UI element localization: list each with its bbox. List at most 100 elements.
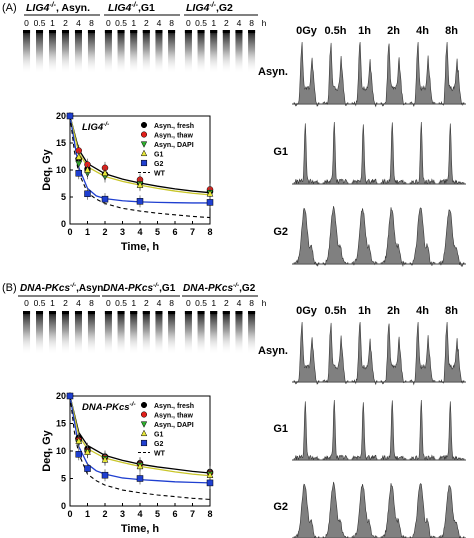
legend-label: WT [154, 171, 166, 178]
gel-time-label: 8 [89, 18, 94, 28]
y-axis-label: Deq, Gy [41, 429, 53, 471]
data-point-g1 [84, 165, 91, 173]
x-tick-label: 8 [207, 509, 212, 519]
gel-lane [36, 30, 44, 74]
data-point-g2 [75, 169, 82, 177]
gel-lane [248, 311, 256, 355]
gel-time-label: 8 [89, 298, 94, 308]
gel-time-label: 8 [169, 18, 174, 28]
y-axis-label: Deq, Gy [41, 148, 53, 190]
flow-row-label: G2 [273, 226, 288, 238]
gel-time-unit: h [262, 18, 267, 28]
data-point-dapi [140, 141, 148, 148]
x-tick-label: 1 [85, 509, 90, 519]
gel-time-label: 8 [249, 298, 254, 308]
gel-lane [168, 30, 176, 74]
series-line-wt [69, 115, 211, 219]
legend-label: Asyn., fresh [154, 123, 194, 130]
y-tick-label: 5 [61, 192, 66, 202]
gel-well [117, 30, 125, 33]
gel-lane [23, 30, 31, 74]
gel-well [222, 30, 230, 33]
gel-time-labels-b: 0 0.5 1 2 4 8 0 0.5 1 2 4 8 0 0.5 1 2 4 8 h [24, 298, 266, 308]
data-point-g1 [136, 181, 144, 188]
flow-histogram [351, 41, 378, 108]
legend-label: WT [154, 451, 166, 458]
flow-histogram [322, 121, 349, 185]
x-tick-label: 5 [155, 509, 160, 519]
svg-text:LIG4-/-,G2: LIG4-/-,G2 [186, 2, 233, 14]
gel-well [184, 30, 192, 33]
data-point-g2 [136, 475, 144, 482]
y-tick-label: 5 [61, 474, 66, 484]
gel-lane [222, 30, 230, 74]
flow-histogram [293, 123, 320, 185]
gel-well [155, 311, 163, 314]
gel-well [104, 30, 112, 33]
flow-histogram [438, 401, 465, 461]
x-tick-label: 7 [190, 227, 195, 237]
data-point-g1 [136, 462, 144, 470]
gel-lane [117, 30, 125, 74]
fit-line-g2 [69, 115, 210, 204]
gel-time-label: 0 [24, 298, 29, 308]
gel-lane [87, 30, 95, 74]
gel-well [235, 311, 243, 314]
gel-well [222, 311, 230, 314]
data-point-g1 [84, 448, 91, 455]
legend-label: G1 [154, 432, 163, 439]
gel-well [49, 311, 57, 314]
data-point-g1 [101, 169, 109, 176]
panel-b: (B) DNA-PKcs-/-,Asyn. DNA-PKcs-/-,G1 DNA… [2, 282, 466, 538]
gel-well [23, 311, 31, 314]
flow-time-label: 0Gy [296, 25, 318, 37]
gel-time-label: 8 [169, 298, 174, 308]
gel-well [74, 30, 82, 33]
y-tick-label: 20 [56, 391, 66, 401]
gel-time-label: 4 [157, 18, 162, 28]
gel-time-label: 0 [24, 18, 29, 28]
data-point-g2 [136, 198, 144, 205]
gel-lane [197, 311, 205, 355]
gel-lane [36, 311, 44, 355]
flow-histogram [380, 43, 407, 107]
x-tick-label: 8 [207, 227, 212, 237]
gel-lane [49, 30, 57, 74]
gel-lane [155, 30, 163, 74]
legend-label: G2 [154, 441, 163, 448]
gel-well [61, 30, 69, 33]
gel-time-label: 0.5 [34, 18, 46, 28]
gel-lane [155, 311, 163, 355]
legend-label: Asyn., DAPI [154, 422, 194, 429]
legend-label: Asyn., fresh [154, 403, 194, 410]
flow-grid-b: 0Gy 0.5h 1h 2h 4h 8h Asyn. G1 G2 [258, 305, 466, 538]
x-tick-label: 6 [172, 509, 177, 519]
flow-row-label: G1 [273, 423, 288, 435]
gel-time-label: 1 [131, 18, 136, 28]
panel-a: (A) LIG4-/-, Asyn. LIG4-/-,G1 LIG4-/-,G2… [2, 2, 466, 267]
data-point-g1 [101, 455, 109, 463]
gel-lane [104, 30, 112, 74]
x-tick-label: 3 [120, 227, 125, 237]
gel-well [36, 30, 44, 33]
flow-histogram [380, 483, 407, 538]
flow-histogram [351, 402, 378, 461]
x-tick-label: 4 [137, 509, 142, 519]
gel-lane [87, 311, 95, 355]
gel-time-label: 1 [211, 298, 216, 308]
flow-time-label: 2h [387, 25, 400, 37]
gel-time-label: 4 [237, 298, 242, 308]
flow-time-label: 4h [416, 25, 429, 37]
gel-time-label: 2 [63, 18, 68, 28]
gel-well [197, 30, 205, 33]
data-point-fresh [140, 121, 148, 129]
gel-lane [61, 30, 69, 74]
chart-a: 0 1 2 3 4 5 6 7 8 0 5 10 15 20 Time, h Deq, Gy LIG4-/- As… [41, 111, 214, 253]
gel-well [142, 30, 150, 33]
flow-histogram [293, 41, 320, 107]
y-tick-label: 0 [61, 219, 66, 229]
data-point-g2 [101, 471, 109, 479]
x-axis-label: Time, h [121, 523, 160, 535]
gel-time-label: 0.5 [195, 298, 207, 308]
flow-histogram [438, 485, 465, 538]
